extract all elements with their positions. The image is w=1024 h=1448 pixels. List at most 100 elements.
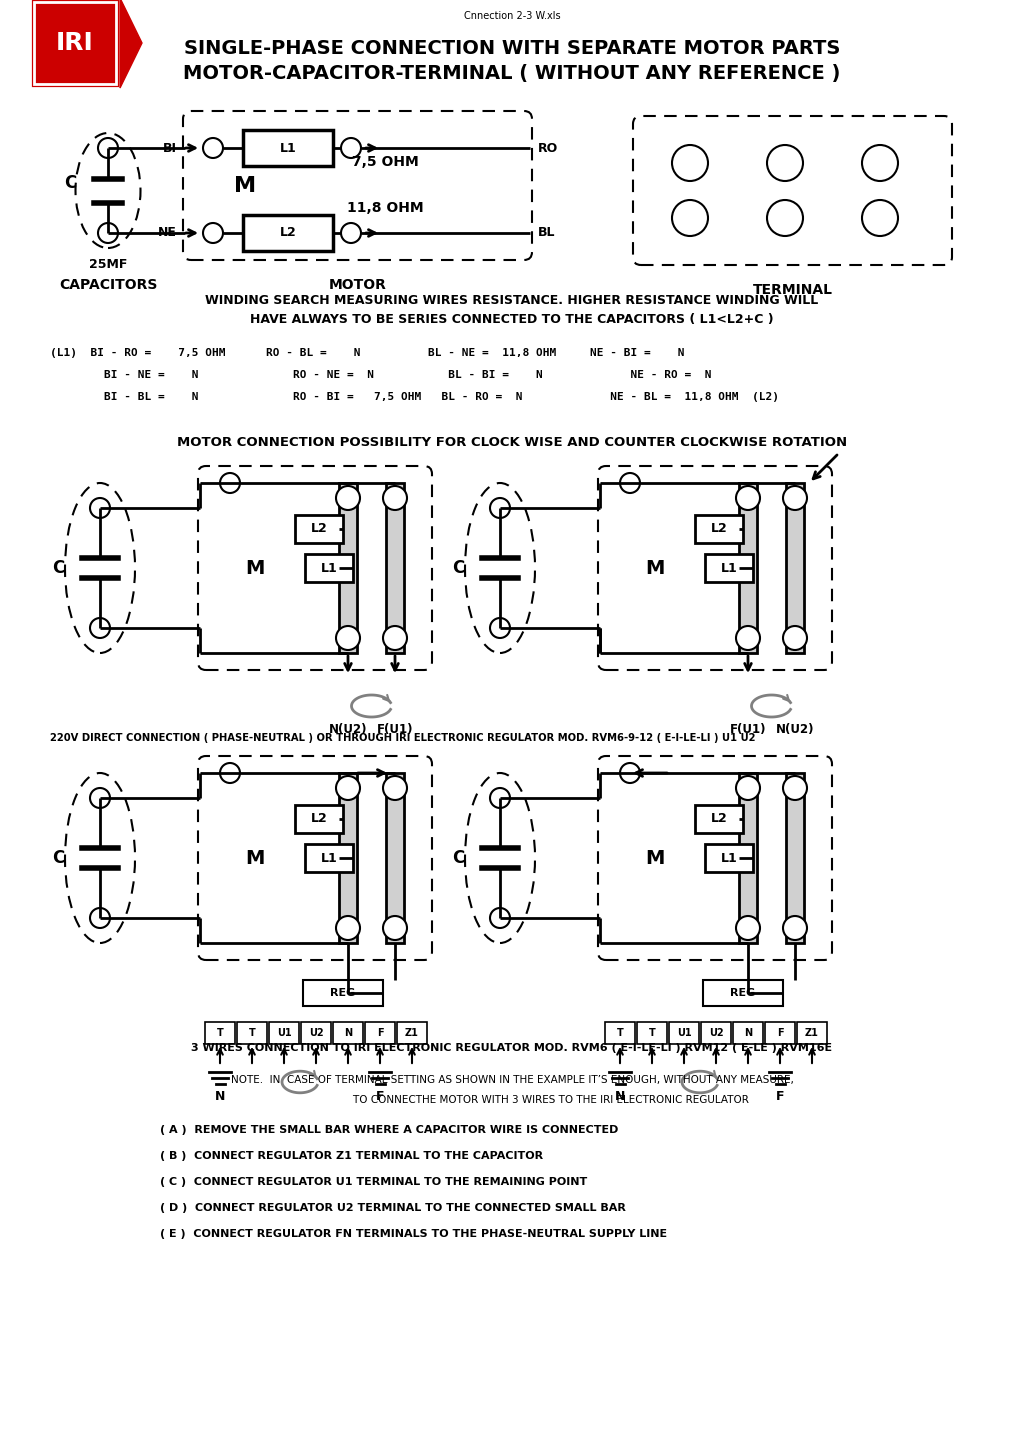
Text: 11,8 OHM: 11,8 OHM (347, 201, 423, 216)
Text: L2: L2 (711, 523, 727, 536)
Bar (739, 484, 757, 653)
Circle shape (490, 908, 510, 928)
Text: F(U1): F(U1) (377, 724, 414, 737)
Bar (695, 805, 743, 833)
Circle shape (383, 917, 407, 940)
Circle shape (90, 908, 110, 928)
Circle shape (90, 618, 110, 639)
Bar (797, 1022, 827, 1044)
Circle shape (90, 788, 110, 808)
Circle shape (203, 223, 223, 243)
Text: ( D )  CONNECT REGULATOR U2 TERMINAL TO THE CONNECTED SMALL BAR: ( D ) CONNECT REGULATOR U2 TERMINAL TO T… (160, 1203, 626, 1213)
Text: ( B )  CONNECT REGULATOR Z1 TERMINAL TO THE CAPACITOR: ( B ) CONNECT REGULATOR Z1 TERMINAL TO T… (160, 1151, 543, 1161)
Bar (205, 1022, 234, 1044)
Bar (303, 980, 383, 1006)
Circle shape (98, 223, 118, 243)
Bar (637, 1022, 667, 1044)
Text: SINGLE-PHASE CONNECTION WITH SEPARATE MOTOR PARTS: SINGLE-PHASE CONNECTION WITH SEPARATE MO… (184, 39, 840, 58)
Text: L2: L2 (711, 812, 727, 825)
Text: C: C (52, 559, 65, 576)
Text: CAPACITORS: CAPACITORS (58, 278, 158, 292)
Bar (386, 773, 404, 943)
Text: HAVE ALWAYS TO BE SERIES CONNECTED TO THE CAPACITORS ( L1<L2+C ): HAVE ALWAYS TO BE SERIES CONNECTED TO TH… (250, 314, 774, 326)
Circle shape (783, 487, 807, 510)
Bar (243, 130, 333, 167)
Circle shape (783, 626, 807, 650)
Text: 25MF: 25MF (89, 259, 127, 272)
Text: NE: NE (158, 226, 177, 239)
Bar (237, 1022, 267, 1044)
Circle shape (341, 223, 361, 243)
Text: TERMINAL: TERMINAL (753, 282, 833, 297)
Bar (739, 773, 757, 943)
Bar (695, 515, 743, 543)
Text: C: C (52, 849, 65, 867)
Text: L1: L1 (321, 562, 337, 575)
Text: L1: L1 (721, 851, 737, 864)
Text: C: C (452, 849, 464, 867)
Text: NOTE.  IN  CASE OF TERMINAL SETTING AS SHOWN IN THE EXAMPLE IT’S ENOUGH, WITHOUT: NOTE. IN CASE OF TERMINAL SETTING AS SHO… (230, 1074, 794, 1085)
Circle shape (98, 138, 118, 158)
Circle shape (336, 917, 360, 940)
Bar (365, 1022, 395, 1044)
Text: MOTOR CONNECTION POSSIBILITY FOR CLOCK WISE AND COUNTER CLOCKWISE ROTATION: MOTOR CONNECTION POSSIBILITY FOR CLOCK W… (177, 436, 847, 449)
Bar (786, 773, 804, 943)
Bar (34, 1, 116, 84)
Text: C: C (452, 559, 464, 576)
Circle shape (383, 626, 407, 650)
Text: BI: BI (163, 142, 177, 155)
Bar (605, 1022, 635, 1044)
Circle shape (767, 145, 803, 181)
Text: N: N (614, 1089, 626, 1102)
Bar (397, 1022, 427, 1044)
Text: F: F (376, 1089, 384, 1102)
Text: M: M (246, 559, 264, 578)
Text: M: M (233, 175, 256, 195)
Text: F: F (776, 1028, 783, 1038)
Circle shape (783, 917, 807, 940)
Bar (339, 773, 357, 943)
Text: MOTOR-CAPACITOR-TERMINAL ( WITHOUT ANY REFERENCE ): MOTOR-CAPACITOR-TERMINAL ( WITHOUT ANY R… (183, 64, 841, 83)
Bar (703, 980, 783, 1006)
Circle shape (336, 626, 360, 650)
Text: BI - NE =    N              RO - NE =  N           BL - BI =    N             NE: BI - NE = N RO - NE = N BL - BI = N NE (50, 371, 712, 379)
Text: N: N (215, 1089, 225, 1102)
Bar (269, 1022, 299, 1044)
Text: F: F (377, 1028, 383, 1038)
Circle shape (736, 626, 760, 650)
Text: 3 WIRES CONNECTION TO IRI ELECTRONIC REGULATOR MOD. RVM6 ( E-I-LE-LI ) RVM12 ( E: 3 WIRES CONNECTION TO IRI ELECTRONIC REG… (191, 1043, 833, 1053)
Text: L1: L1 (721, 562, 737, 575)
Text: Z1: Z1 (406, 1028, 419, 1038)
Bar (301, 1022, 331, 1044)
Polygon shape (120, 0, 142, 88)
Text: L2: L2 (310, 523, 328, 536)
Bar (305, 555, 353, 582)
Circle shape (767, 200, 803, 236)
Bar (30, 0, 120, 88)
Text: M: M (645, 559, 665, 578)
Text: N: N (344, 1028, 352, 1038)
Text: 7,5 OHM: 7,5 OHM (351, 155, 419, 169)
Text: TO CONNECTHE MOTOR WITH 3 WIRES TO THE IRI ELECTRONIC REGULATOR: TO CONNECTHE MOTOR WITH 3 WIRES TO THE I… (275, 1095, 749, 1105)
Circle shape (862, 145, 898, 181)
Bar (295, 805, 343, 833)
Text: BL: BL (538, 226, 555, 239)
Bar (669, 1022, 699, 1044)
Bar (305, 844, 353, 872)
Text: RO: RO (538, 142, 558, 155)
Circle shape (620, 763, 640, 783)
Text: M: M (645, 849, 665, 867)
Text: ( A )  REMOVE THE SMALL BAR WHERE A CAPACITOR WIRE IS CONNECTED: ( A ) REMOVE THE SMALL BAR WHERE A CAPAC… (160, 1125, 618, 1135)
Text: C: C (63, 174, 76, 191)
Circle shape (220, 473, 240, 492)
Text: U2: U2 (308, 1028, 324, 1038)
Text: T: T (648, 1028, 655, 1038)
Bar (765, 1022, 795, 1044)
Circle shape (490, 618, 510, 639)
Text: ( E )  CONNECT REGULATOR FN TERMINALS TO THE PHASE-NEUTRAL SUPPLY LINE: ( E ) CONNECT REGULATOR FN TERMINALS TO … (160, 1229, 667, 1239)
Text: Z1: Z1 (805, 1028, 819, 1038)
Text: N(U2): N(U2) (776, 724, 814, 737)
Circle shape (490, 498, 510, 518)
Text: N: N (744, 1028, 752, 1038)
Text: WINDING SEARCH MEASURING WIRES RESISTANCE. HIGHER RESISTANCE WINDING WILL: WINDING SEARCH MEASURING WIRES RESISTANC… (206, 294, 818, 307)
